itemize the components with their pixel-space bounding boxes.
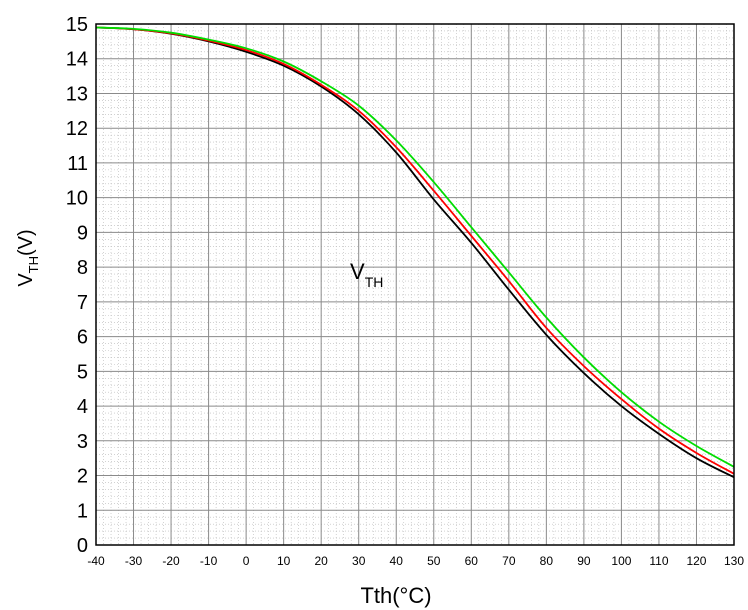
x-tick-label: 60: [465, 554, 479, 568]
x-tick-label: -10: [200, 554, 218, 568]
y-tick-label: 3: [77, 431, 88, 453]
y-tick-label: 8: [77, 257, 88, 279]
x-tick-label: 10: [277, 554, 291, 568]
x-tick-label: 30: [352, 554, 366, 568]
x-tick-label: 110: [649, 554, 668, 568]
x-tick-label: 120: [686, 554, 706, 568]
annotation-main: V: [350, 259, 365, 284]
x-tick-label: 80: [540, 554, 554, 568]
y-tick-label: 14: [66, 49, 88, 71]
x-tick-label: 100: [611, 554, 631, 568]
series-lines: [95, 26, 735, 479]
x-tick-label: 70: [502, 554, 516, 568]
x-tick-label: -40: [87, 554, 105, 568]
y-axis-label-sub: TH: [26, 256, 41, 273]
y-axis-label-suffix: (V): [15, 229, 37, 256]
y-tick-label: 0: [77, 535, 88, 557]
y-tick-label: 5: [77, 361, 88, 383]
x-axis-label: Tth(°C): [360, 583, 431, 608]
y-tick-label: 10: [66, 188, 88, 210]
x-tick-label: 40: [390, 554, 404, 568]
major-grid: [95, 23, 735, 546]
y-tick-label: 2: [77, 466, 88, 488]
y-axis-label: VTH(V): [15, 229, 41, 286]
x-tick-label: 20: [314, 554, 328, 568]
y-tick-label: 4: [77, 396, 88, 418]
curve-annotation: VTH: [350, 259, 383, 290]
y-tick-label: 1: [77, 500, 88, 522]
x-tick-label: 130: [724, 554, 744, 568]
minor-grid: [96, 24, 734, 545]
y-tick-label: 6: [77, 327, 88, 349]
y-tick-label: 11: [67, 153, 88, 175]
x-tick-label: -30: [125, 554, 143, 568]
series-line-2: [95, 26, 735, 475]
y-tick-label: 9: [77, 222, 88, 244]
y-tick-label: 12: [66, 118, 88, 140]
x-tick-label: 50: [427, 554, 441, 568]
plot-frame: [95, 23, 735, 546]
annotation-sub: TH: [365, 274, 384, 290]
y-tick-label: 13: [66, 83, 88, 105]
y-axis-label-main: V: [15, 273, 37, 287]
y-tick-label: 15: [66, 14, 88, 36]
x-tick-labels: -40 -30 -20 -10 0 10 20 30 40 50 60 70 80 90 100 110 120…: [87, 554, 744, 568]
series-line-3: [95, 26, 735, 468]
x-tick-label: -20: [162, 554, 180, 568]
x-tick-label: 0: [243, 554, 250, 568]
x-tick-label: 90: [577, 554, 591, 568]
y-tick-label: 7: [77, 292, 88, 314]
series-line-1: [95, 26, 735, 479]
